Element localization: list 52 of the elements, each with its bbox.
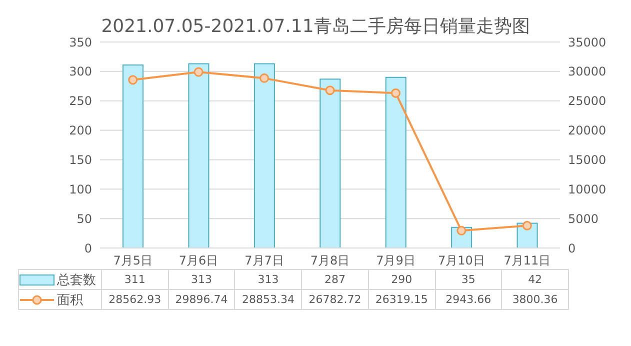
y-tick-label: 50	[76, 212, 92, 226]
y2-tick-label: 20000	[568, 124, 606, 138]
bar	[385, 76, 406, 248]
point	[390, 88, 400, 98]
legend-label: 面积	[57, 292, 83, 308]
data-label: 311	[102, 270, 168, 290]
x-tick-label: 7月9日	[376, 254, 416, 268]
data-label: 287	[302, 270, 368, 290]
point	[128, 75, 138, 85]
data-label: 29896.74	[168, 290, 235, 310]
bar	[254, 63, 275, 248]
bar	[188, 63, 210, 248]
y2-tick-label: 25000	[568, 94, 606, 108]
point	[194, 67, 204, 77]
point	[260, 73, 270, 83]
data-label: 3800.36	[502, 290, 568, 310]
chart-title: 2021.07.05-2021.07.11青岛二手房每日销量走势图	[101, 16, 530, 37]
y2-tick-label: 35000	[568, 35, 606, 50]
data-label: 26319.15	[368, 290, 436, 310]
y-tick-label: 300	[69, 64, 92, 79]
bar	[320, 78, 341, 248]
x-tick-label: 7月10日	[438, 254, 485, 268]
x-tick-label: 7月6日	[178, 254, 218, 268]
y2-tick-label: 10000	[568, 182, 606, 196]
y-tick-label: 100	[69, 182, 92, 196]
x-tick-label: 7月5日	[113, 254, 152, 268]
point	[522, 220, 532, 230]
y-tick-label: 0	[84, 241, 92, 256]
data-label: 26782.72	[302, 290, 368, 310]
y-tick-label: 350	[69, 35, 92, 50]
bar	[122, 64, 144, 248]
data-label: 42	[502, 270, 568, 290]
legend-label: 总套数	[57, 272, 96, 288]
data-label: 290	[368, 270, 436, 290]
y2-tick-label: 5000	[568, 212, 599, 226]
data-label: 313	[168, 270, 235, 290]
data-label: 35	[435, 270, 502, 290]
data-label: 28562.93	[102, 290, 168, 310]
y-tick-label: 250	[69, 94, 92, 108]
point	[456, 226, 466, 236]
y2-tick-label: 15000	[568, 152, 606, 167]
x-tick-label: 7月11日	[504, 254, 551, 268]
y-tick-label: 150	[69, 152, 92, 167]
data-label: 28853.34	[234, 290, 302, 310]
x-tick-label: 7月7日	[244, 254, 284, 268]
x-tick-label: 7月8日	[310, 254, 350, 268]
point	[325, 86, 335, 96]
y-tick-label: 200	[69, 124, 92, 138]
data-label: 313	[234, 270, 302, 290]
data-label: 2943.66	[435, 290, 502, 310]
y2-tick-label: 0	[568, 241, 576, 256]
y2-tick-label: 30000	[568, 64, 606, 79]
